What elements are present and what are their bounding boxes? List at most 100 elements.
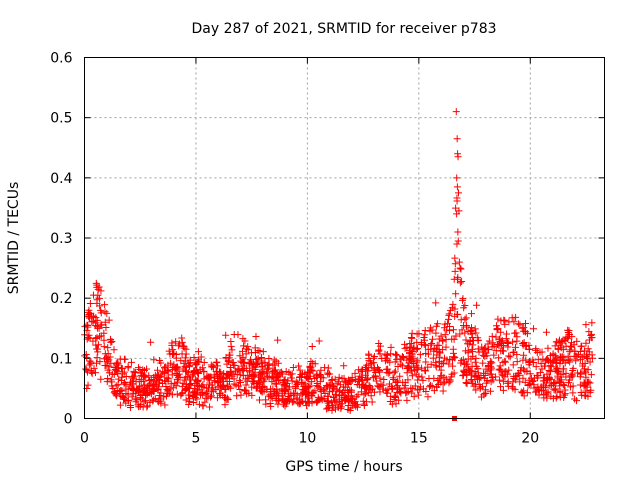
data-point [558,357,566,365]
data-point [242,350,250,358]
data-point [512,313,520,321]
data-point [140,377,148,385]
x-tick-label: 10 [298,431,316,447]
data-point [200,359,208,367]
data-point [407,367,415,375]
data-point [545,367,553,375]
data-point [266,391,274,399]
data-point [233,392,241,400]
data-point [472,329,480,337]
data-point [581,367,589,375]
data-point [206,379,214,387]
data-point [146,398,154,406]
data-point [575,351,583,359]
data-point [505,352,513,360]
data-point [184,360,192,368]
data-point [240,359,248,367]
data-point [285,383,293,391]
data-point [581,391,589,399]
data-point [557,354,565,362]
data-point [477,374,485,382]
data-point [458,278,466,286]
data-point [440,378,448,386]
data-point [527,374,535,382]
data-point [353,393,361,401]
data-point [440,359,448,367]
data-point [111,388,119,396]
data-point [542,328,550,336]
data-point [407,334,415,342]
data-point [506,353,514,361]
data-point [569,382,577,390]
data-point [565,376,573,384]
data-point [346,407,354,415]
data-point [393,355,401,363]
data-point [212,367,220,375]
data-point [169,346,177,354]
data-point [451,254,459,262]
data-point [309,388,317,396]
x-tick-label: 15 [410,431,428,447]
data-point [281,402,289,410]
data-point [139,366,147,374]
data-point [245,389,253,397]
data-point [459,296,467,304]
data-point [391,392,399,400]
data-point [226,367,234,375]
data-point [532,363,540,371]
data-point [203,384,211,392]
data-point [464,349,472,357]
data-points [81,108,596,421]
data-point [485,337,493,345]
data-point [362,385,370,393]
data-point [562,369,570,377]
data-point [92,279,100,287]
data-point [559,346,567,354]
data-point [452,204,460,212]
data-point [230,361,238,369]
data-point [427,360,435,368]
data-point [556,393,564,401]
data-point [419,376,427,384]
data-point [432,358,440,366]
data-point [360,401,368,409]
data-point [439,336,447,344]
data-point [472,354,480,362]
data-point [245,374,253,382]
data-point [474,336,482,344]
data-point [250,377,258,385]
data-point [128,384,136,392]
data-point [179,379,187,387]
data-point [501,320,509,328]
data-point [364,367,372,375]
data-point [467,377,475,385]
data-point [323,405,331,413]
data-point [512,343,520,351]
data-point [100,336,108,344]
data-point [185,361,193,369]
data-point [233,371,241,379]
data-point [226,377,234,385]
data-point [522,320,530,328]
data-point [128,393,136,401]
data-point [255,396,263,404]
data-point [473,301,481,309]
data-point [378,355,386,363]
y-tick-label: 0 [64,412,73,428]
data-point [441,331,449,339]
data-point [454,310,462,318]
y-tick-label: 0.3 [50,231,72,247]
data-point [278,396,286,404]
data-point [426,381,434,389]
data-point [496,335,504,343]
data-point [375,366,383,374]
data-point [584,345,592,353]
data-point [138,391,146,399]
data-point [390,393,398,401]
data-point [346,386,354,394]
data-point [365,364,373,372]
data-point [209,362,217,370]
data-point [239,355,247,363]
data-point [550,379,558,387]
data-point [150,387,158,395]
